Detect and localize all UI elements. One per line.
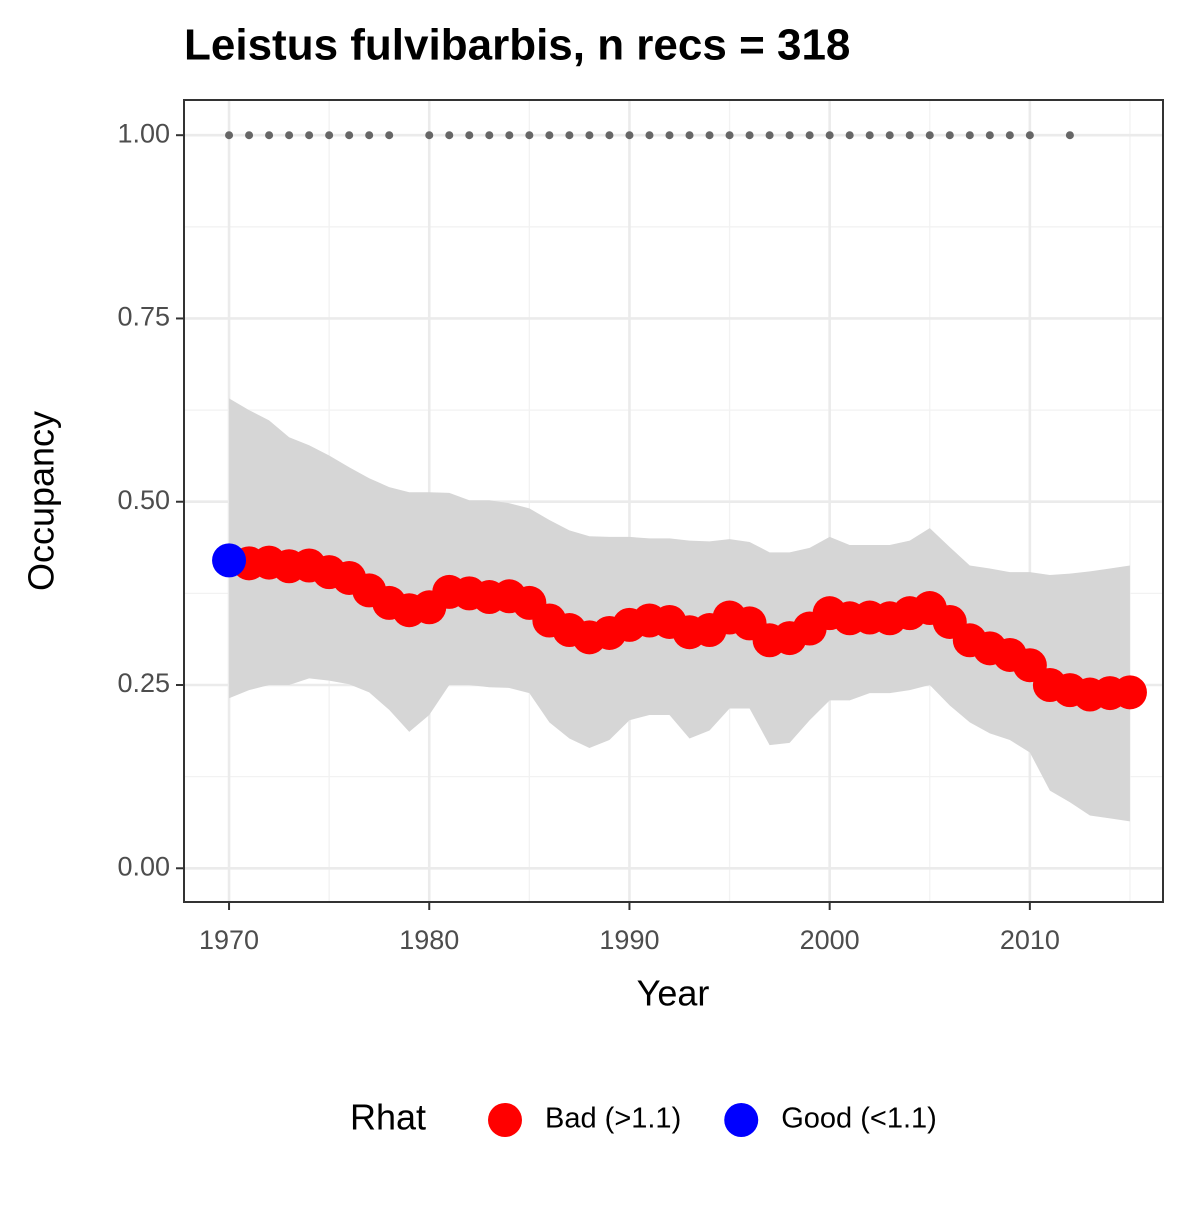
record-dot	[305, 131, 314, 140]
occupancy-point	[212, 543, 247, 578]
record-dot	[745, 131, 754, 140]
y-tick-label: 0.00	[117, 851, 170, 881]
legend-label: Good (<1.1)	[781, 1103, 937, 1135]
x-tick-label: 2010	[1000, 925, 1060, 955]
record-dot	[885, 131, 894, 140]
y-tick-label: 0.25	[117, 668, 170, 698]
record-dot	[225, 131, 234, 140]
record-dot	[425, 131, 434, 140]
record-dot	[765, 131, 774, 140]
record-dot	[825, 131, 834, 140]
record-dot	[245, 131, 254, 140]
record-dot	[1025, 131, 1034, 140]
record-dot	[985, 131, 994, 140]
record-dot	[865, 131, 874, 140]
legend-title: Rhat	[350, 1097, 426, 1138]
record-dot	[385, 131, 394, 140]
record-dot	[585, 131, 594, 140]
record-dot	[1065, 131, 1074, 140]
legend-swatch	[724, 1103, 759, 1137]
record-dot	[685, 131, 694, 140]
record-dot	[665, 131, 674, 140]
record-dot	[505, 131, 514, 140]
chart-title: Leistus fulvibarbis, n recs = 318	[184, 21, 850, 70]
record-dot	[625, 131, 634, 140]
y-tick-label: 0.75	[117, 302, 170, 332]
record-dot	[325, 131, 334, 140]
x-axis-title: Year	[637, 973, 710, 1014]
x-tick-label: 1990	[599, 925, 659, 955]
record-dot	[805, 131, 814, 140]
y-tick-label: 0.50	[117, 485, 170, 515]
record-dot	[725, 131, 734, 140]
record-dot	[1005, 131, 1014, 140]
record-dot	[445, 131, 454, 140]
record-dot	[345, 131, 354, 140]
legend-label: Bad (>1.1)	[545, 1103, 681, 1135]
record-dot	[485, 131, 494, 140]
x-tick-label: 1970	[199, 925, 259, 955]
record-dot	[645, 131, 654, 140]
record-dot	[905, 131, 914, 140]
record-dot	[265, 131, 274, 140]
y-axis-title: Occupancy	[21, 411, 62, 591]
record-dot	[925, 131, 934, 140]
record-dot	[965, 131, 974, 140]
x-tick-label: 2000	[800, 925, 860, 955]
record-dot	[785, 131, 794, 140]
record-dot	[365, 131, 374, 140]
record-dot	[705, 131, 714, 140]
record-dot	[525, 131, 534, 140]
record-dot	[605, 131, 614, 140]
record-dot	[845, 131, 854, 140]
record-dot	[545, 131, 554, 140]
record-dot	[945, 131, 954, 140]
x-tick-label: 1980	[399, 925, 459, 955]
record-dot	[565, 131, 574, 140]
y-tick-label: 1.00	[117, 118, 170, 148]
record-dot	[465, 131, 474, 140]
occupancy-point	[1112, 675, 1147, 710]
record-dot	[285, 131, 294, 140]
legend-swatch	[488, 1103, 522, 1137]
